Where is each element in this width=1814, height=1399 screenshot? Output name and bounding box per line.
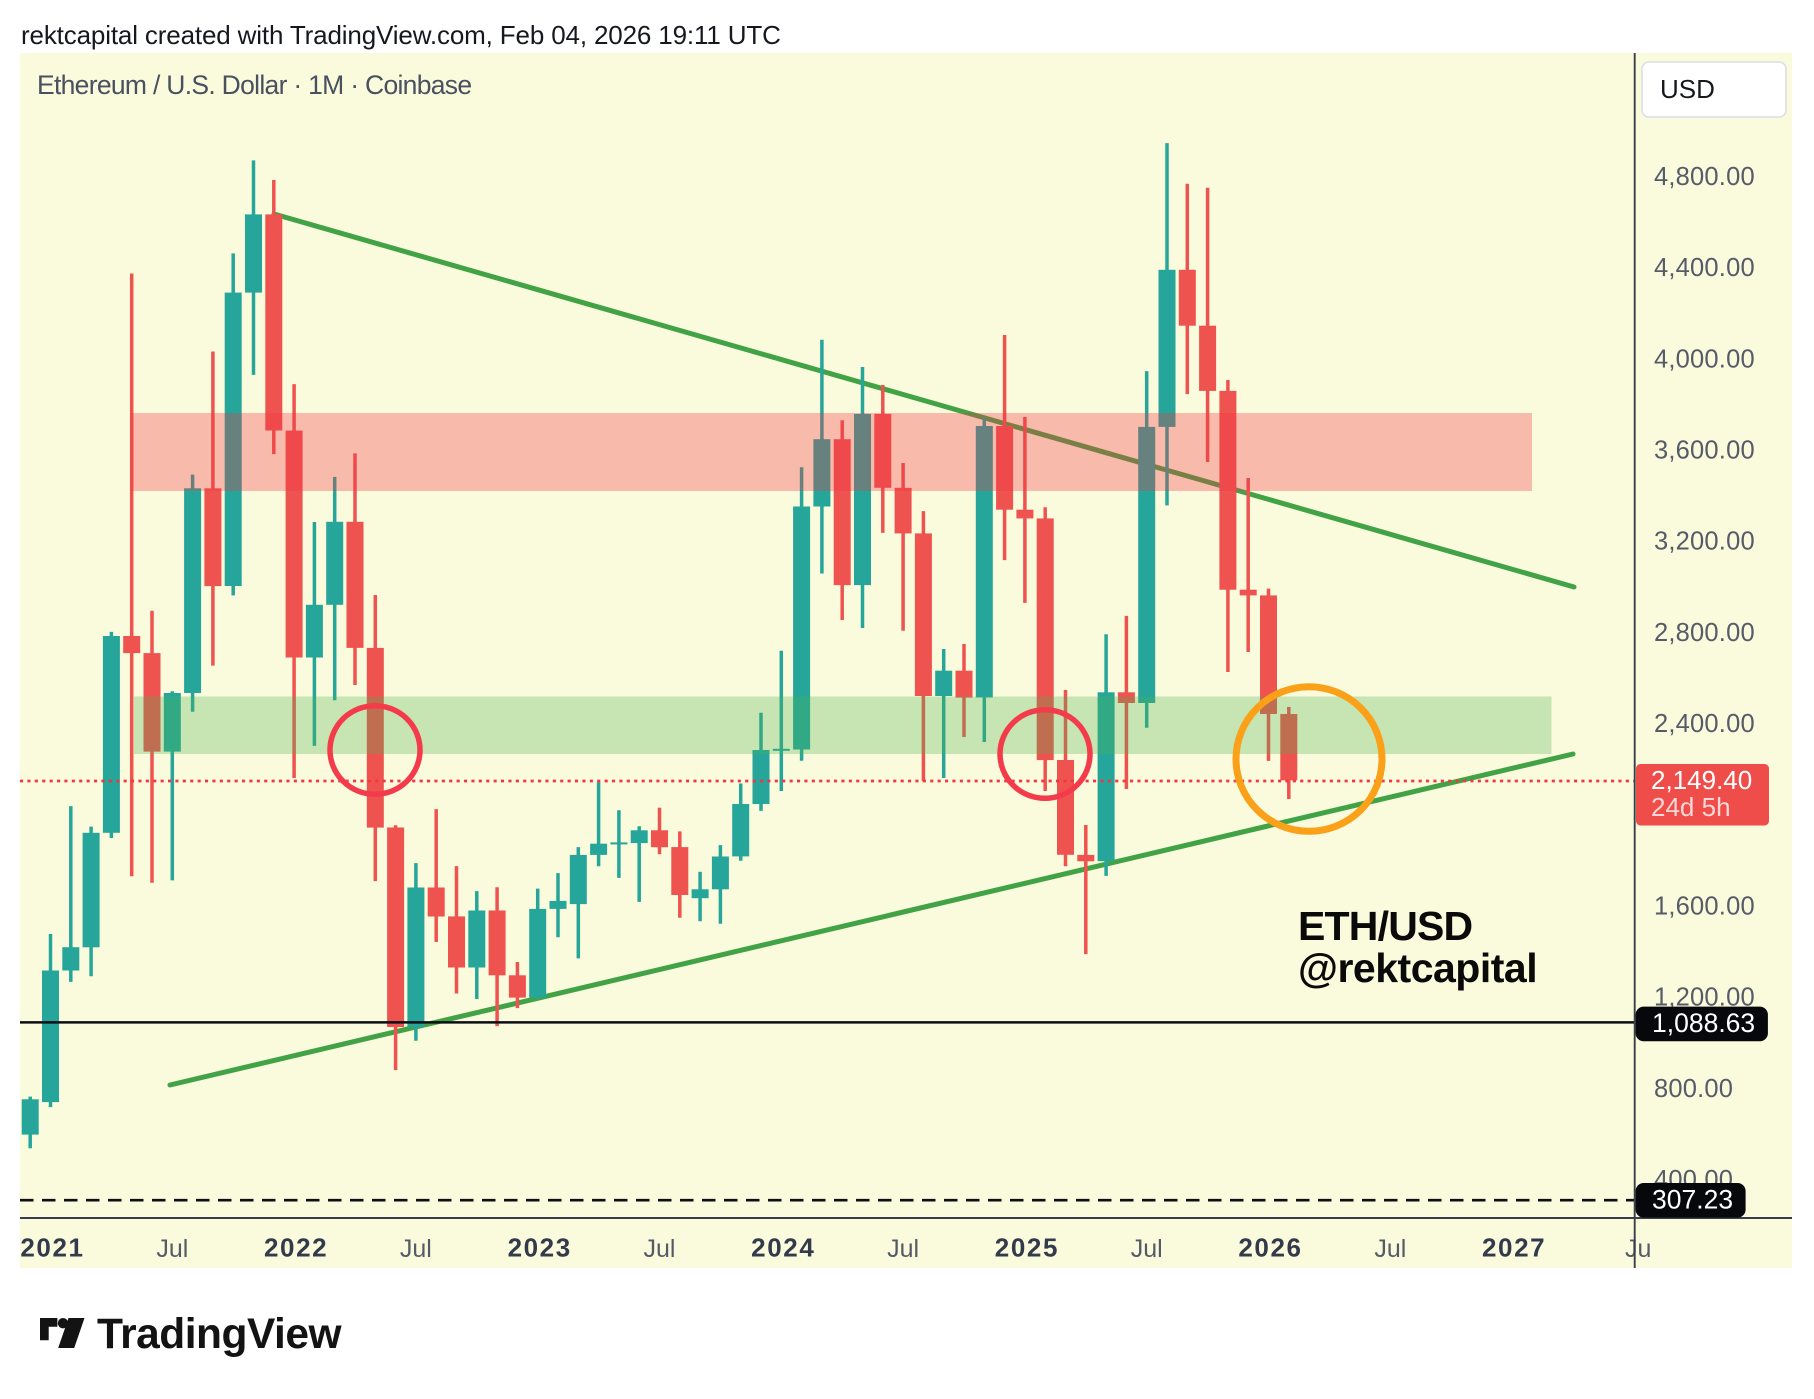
- svg-text:USD: USD: [1660, 74, 1715, 104]
- svg-text:Jul: Jul: [1374, 1235, 1406, 1263]
- svg-text:2024: 2024: [751, 1233, 815, 1263]
- svg-text:800.00: 800.00: [1654, 1075, 1733, 1103]
- svg-text:rektcapital created with Tradi: rektcapital created with TradingView.com…: [21, 20, 781, 50]
- svg-text:Jul: Jul: [887, 1235, 919, 1263]
- svg-text:@rektcapital: @rektcapital: [1298, 945, 1537, 991]
- svg-text:2023: 2023: [508, 1233, 572, 1263]
- svg-text:Jul: Jul: [156, 1235, 188, 1263]
- svg-text:4,800.00: 4,800.00: [1654, 163, 1755, 191]
- svg-text:307.23: 307.23: [1652, 1184, 1733, 1214]
- svg-text:Jul: Jul: [1131, 1235, 1163, 1263]
- svg-text:3,600.00: 3,600.00: [1654, 437, 1755, 465]
- svg-text:3,200.00: 3,200.00: [1654, 528, 1755, 556]
- svg-text:2,800.00: 2,800.00: [1654, 619, 1755, 647]
- svg-text:4,400.00: 4,400.00: [1654, 254, 1755, 282]
- svg-text:2027: 2027: [1482, 1233, 1546, 1263]
- svg-text:2022: 2022: [264, 1233, 328, 1263]
- svg-text:ETH/USD: ETH/USD: [1298, 903, 1472, 949]
- svg-text:4,000.00: 4,000.00: [1654, 345, 1755, 373]
- svg-text:24d 5h: 24d 5h: [1651, 792, 1731, 822]
- svg-text:2026: 2026: [1238, 1233, 1302, 1263]
- svg-text:2,149.40: 2,149.40: [1651, 765, 1752, 795]
- svg-text:TradingView: TradingView: [97, 1311, 343, 1358]
- svg-text:Ju: Ju: [1625, 1235, 1651, 1263]
- svg-text:2025: 2025: [995, 1233, 1059, 1263]
- svg-text:2021: 2021: [20, 1233, 84, 1263]
- svg-text:1,600.00: 1,600.00: [1654, 893, 1755, 921]
- svg-text:Jul: Jul: [400, 1235, 432, 1263]
- svg-text:2,400.00: 2,400.00: [1654, 710, 1755, 738]
- svg-text:1,088.63: 1,088.63: [1652, 1008, 1755, 1038]
- svg-text:Ethereum / U.S. Dollar · 1M ·: Ethereum / U.S. Dollar · 1M · Coinbase: [37, 70, 471, 100]
- svg-text:Jul: Jul: [644, 1235, 676, 1263]
